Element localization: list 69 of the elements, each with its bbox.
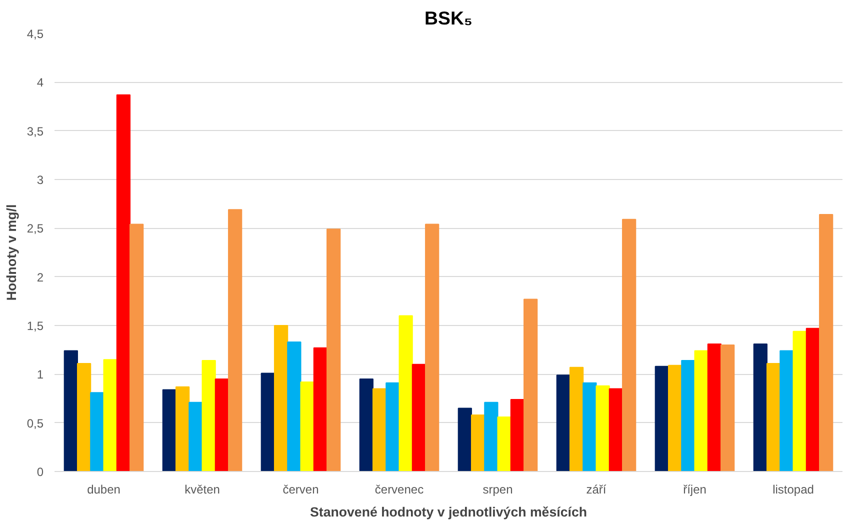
bar [313,347,328,472]
y-tick-label: 2 [36,270,44,284]
bar [202,360,216,472]
bar [596,385,610,472]
bar [668,364,682,472]
bar [287,342,302,472]
bar [398,315,413,472]
bar [260,372,275,472]
x-tick-label: duben [87,482,120,496]
x-tick-label: srpen [482,482,513,496]
bar [300,381,314,472]
bar [103,359,118,472]
y-tick-label: 2,5 [26,222,44,236]
y-tick-label: 3 [36,173,44,187]
bar [175,386,190,472]
chart-title: BSK₅ [424,8,472,28]
y-tick-label: 0 [36,465,44,479]
y-tick-label: 4 [36,76,44,90]
bar [524,298,538,472]
bar [569,366,584,472]
y-tick-label: 0,5 [26,416,44,430]
bar [412,364,426,472]
bar [707,343,722,472]
bar [753,343,768,472]
bar [458,408,472,472]
bar [90,392,104,472]
y-tick-label: 1 [36,368,44,382]
bar [274,325,288,472]
bar [654,366,669,472]
x-tick-label: září [586,482,607,496]
bar [372,388,387,472]
bar [694,350,708,472]
bar [681,360,696,472]
bar [792,330,807,472]
bar [582,382,597,472]
bar [130,224,144,472]
x-tick-label: červenec [374,482,424,496]
bar [497,416,512,472]
bar [766,362,781,472]
bar [359,378,374,472]
x-axis-title: Stanovené hodnoty v jednotlivých měsících [310,504,588,520]
bar [608,388,624,472]
bar [622,218,636,472]
bar [720,344,735,472]
y-tick-label: 1,5 [26,319,44,333]
x-tick-label: červen [282,482,319,496]
bar [425,224,440,472]
bar [484,402,498,472]
bar [64,350,78,472]
bar [162,389,176,472]
bar [116,94,131,472]
bar [386,382,400,472]
bar [326,228,341,472]
y-tick-label: 3,5 [26,124,44,138]
bar [556,374,570,472]
x-tick-label: listopad [772,482,814,496]
y-tick-label: 4,5 [26,27,44,41]
bar [470,414,486,472]
y-axis-title: Hodnoty v mg/l [4,204,19,301]
bar [228,209,242,472]
bar [819,214,834,472]
x-tick-label: květen [184,482,220,496]
bar [188,402,203,472]
bar [214,378,230,472]
bar [510,398,525,472]
bar [780,350,794,472]
bar [76,362,92,472]
bar [806,328,820,472]
x-tick-label: říjen [683,482,706,496]
